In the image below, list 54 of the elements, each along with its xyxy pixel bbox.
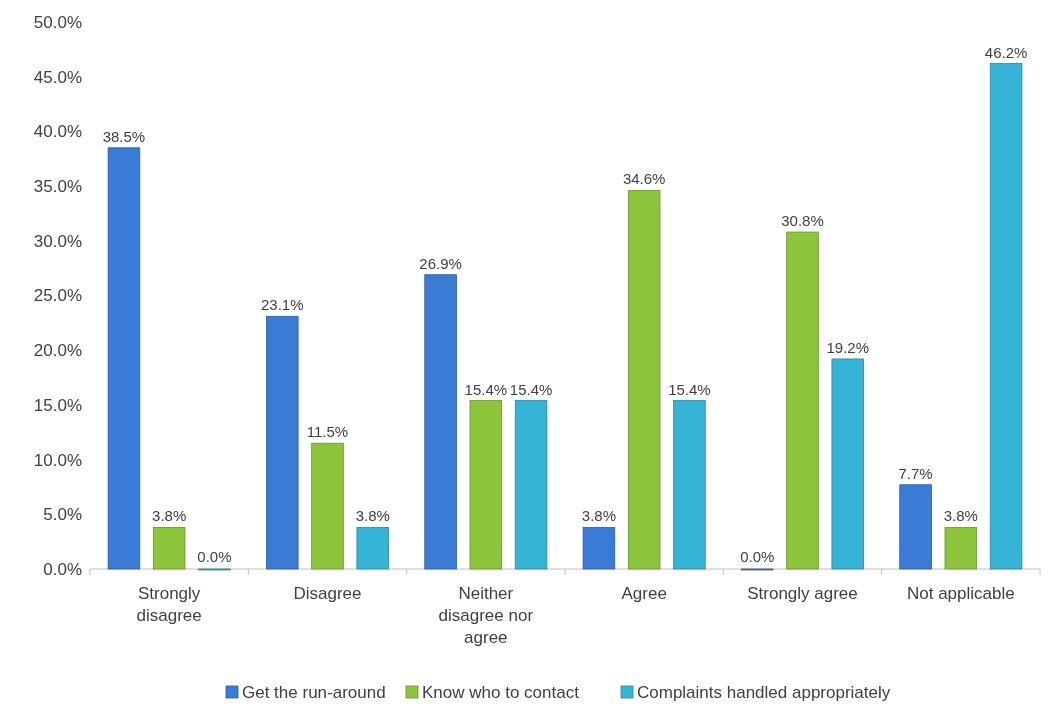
y-tick-label: 45.0% — [33, 67, 82, 87]
y-tick-label: 20.0% — [33, 341, 82, 361]
data-label: 15.4% — [668, 380, 711, 398]
data-label: 46.2% — [984, 43, 1028, 61]
legend-label: Complaints handled appropriately — [637, 683, 891, 702]
data-label: 15.4% — [464, 380, 508, 398]
y-tick-label: 15.0% — [33, 395, 82, 415]
bar — [107, 147, 141, 570]
data-label: 0.0% — [197, 548, 232, 565]
bar — [266, 315, 299, 570]
bar — [627, 190, 661, 570]
x-tick-label: Disagree — [293, 584, 362, 603]
y-tick-label: 10.0% — [33, 450, 82, 470]
y-tick-label: 50.0% — [33, 12, 82, 32]
bar — [786, 231, 819, 570]
bar — [831, 358, 864, 570]
y-tick-label: 25.0% — [33, 286, 82, 306]
data-label: 11.5% — [306, 423, 349, 441]
data-label: 3.8% — [152, 507, 187, 525]
legend-label: Know who to contact — [422, 683, 580, 702]
bar — [514, 400, 548, 570]
bar — [944, 527, 978, 570]
data-label: 15.4% — [509, 380, 553, 398]
bar — [469, 400, 503, 570]
bar — [673, 400, 706, 570]
bar — [311, 442, 344, 570]
data-label: 7.7% — [898, 464, 933, 482]
x-tick-label: Agree — [621, 584, 667, 603]
data-label: 26.9% — [419, 254, 462, 272]
data-label: 34.6% — [622, 170, 666, 188]
x-tick-label: Neither disagree nor agree — [438, 584, 534, 647]
y-tick-label: 5.0% — [43, 505, 82, 525]
bar — [582, 527, 616, 570]
bar — [152, 527, 186, 570]
x-tick-label: Strongly disagree — [136, 584, 202, 625]
legend-label: Get the run-around — [242, 683, 386, 702]
x-tick-label: Strongly agree — [747, 584, 858, 603]
data-label: 0.0% — [740, 548, 775, 565]
bar — [356, 527, 389, 570]
bar — [899, 484, 932, 570]
data-label: 30.8% — [781, 212, 824, 230]
data-label: 3.8% — [581, 507, 617, 525]
y-tick-label: 40.0% — [33, 122, 82, 142]
y-tick-label: 35.0% — [33, 177, 82, 197]
y-tick-label: 0.0% — [43, 559, 82, 579]
data-label: 3.8% — [943, 507, 978, 525]
x-tick-label: Not applicable — [906, 584, 1015, 603]
data-label: 23.1% — [260, 296, 304, 314]
data-label: 38.5% — [102, 127, 146, 145]
data-label: 3.8% — [355, 507, 390, 525]
bar — [989, 63, 1023, 570]
y-tick-label: 30.0% — [33, 231, 82, 251]
data-label: 19.2% — [826, 338, 870, 356]
bar — [424, 274, 457, 570]
